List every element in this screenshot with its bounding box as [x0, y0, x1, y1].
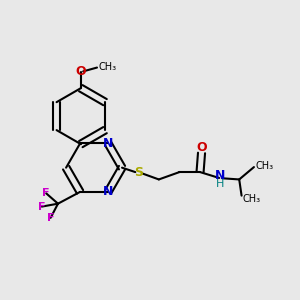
Text: F: F	[38, 202, 46, 212]
Text: N: N	[103, 185, 113, 198]
Text: H: H	[216, 179, 224, 190]
Text: O: O	[196, 141, 207, 154]
Text: O: O	[76, 65, 86, 79]
Text: N: N	[215, 169, 225, 182]
Text: F: F	[43, 188, 50, 198]
Text: CH₃: CH₃	[255, 161, 273, 171]
Text: F: F	[47, 213, 54, 223]
Text: N: N	[103, 137, 113, 150]
Text: CH₃: CH₃	[243, 194, 261, 204]
Text: CH₃: CH₃	[98, 62, 116, 72]
Text: S: S	[134, 166, 143, 178]
